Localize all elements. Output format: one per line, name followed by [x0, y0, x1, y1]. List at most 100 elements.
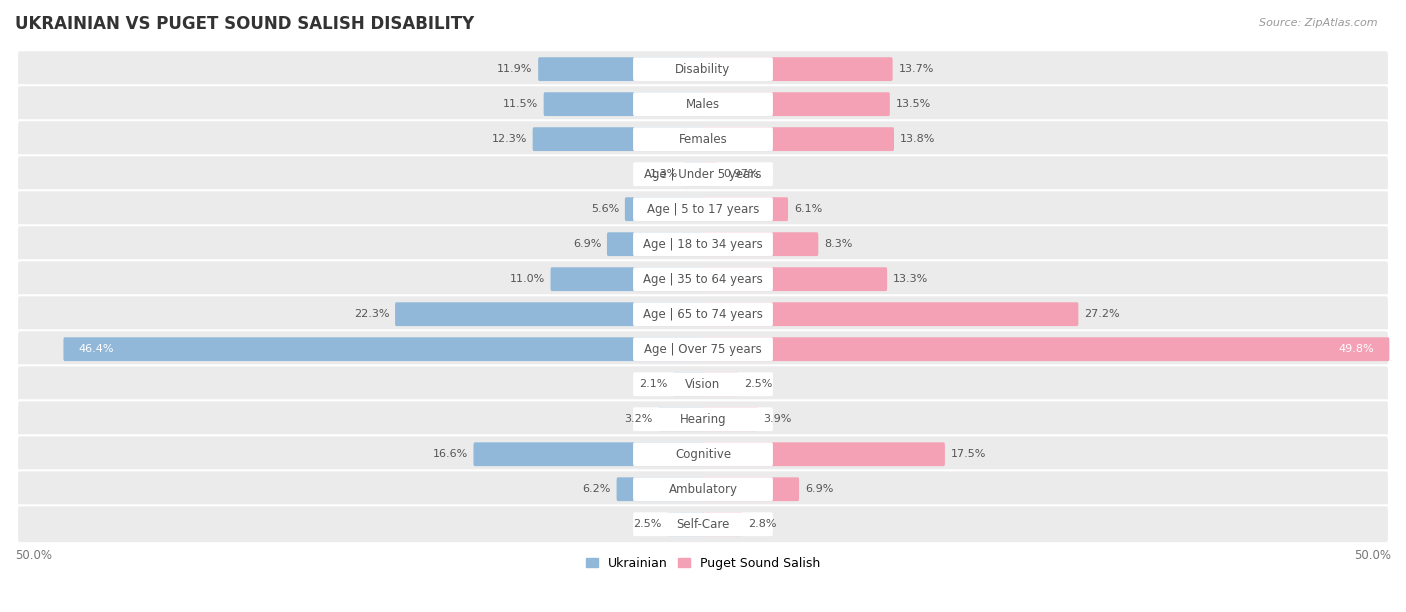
FancyBboxPatch shape: [633, 58, 773, 81]
Text: 0.97%: 0.97%: [723, 169, 759, 179]
Text: 1.3%: 1.3%: [650, 169, 678, 179]
Text: 13.3%: 13.3%: [893, 274, 928, 284]
FancyBboxPatch shape: [702, 233, 818, 256]
Text: 13.7%: 13.7%: [898, 64, 934, 74]
FancyBboxPatch shape: [544, 92, 704, 116]
FancyBboxPatch shape: [702, 337, 1389, 361]
FancyBboxPatch shape: [633, 197, 773, 221]
FancyBboxPatch shape: [702, 302, 1078, 326]
Text: Males: Males: [686, 98, 720, 111]
Text: 49.8%: 49.8%: [1339, 344, 1375, 354]
FancyBboxPatch shape: [668, 512, 704, 536]
FancyBboxPatch shape: [683, 162, 704, 186]
Text: Ambulatory: Ambulatory: [668, 483, 738, 496]
FancyBboxPatch shape: [633, 408, 773, 431]
Text: Cognitive: Cognitive: [675, 448, 731, 461]
FancyBboxPatch shape: [17, 435, 1389, 473]
Text: 2.5%: 2.5%: [633, 519, 662, 529]
FancyBboxPatch shape: [474, 442, 704, 466]
Text: Hearing: Hearing: [679, 412, 727, 426]
FancyBboxPatch shape: [63, 337, 704, 361]
Text: 8.3%: 8.3%: [824, 239, 852, 249]
FancyBboxPatch shape: [633, 127, 773, 151]
Legend: Ukrainian, Puget Sound Salish: Ukrainian, Puget Sound Salish: [581, 551, 825, 575]
FancyBboxPatch shape: [633, 512, 773, 536]
FancyBboxPatch shape: [633, 162, 773, 186]
FancyBboxPatch shape: [17, 471, 1389, 508]
FancyBboxPatch shape: [17, 506, 1389, 543]
FancyBboxPatch shape: [702, 372, 738, 396]
FancyBboxPatch shape: [17, 50, 1389, 88]
Text: Age | 35 to 64 years: Age | 35 to 64 years: [643, 273, 763, 286]
Text: 11.5%: 11.5%: [502, 99, 538, 109]
Text: Age | 65 to 74 years: Age | 65 to 74 years: [643, 308, 763, 321]
Text: 13.5%: 13.5%: [896, 99, 931, 109]
FancyBboxPatch shape: [538, 58, 704, 81]
Text: Age | 18 to 34 years: Age | 18 to 34 years: [643, 237, 763, 251]
Text: 2.5%: 2.5%: [744, 379, 773, 389]
FancyBboxPatch shape: [624, 197, 704, 221]
FancyBboxPatch shape: [17, 225, 1389, 263]
Text: 6.2%: 6.2%: [582, 484, 610, 494]
FancyBboxPatch shape: [658, 408, 704, 431]
FancyBboxPatch shape: [633, 337, 773, 361]
FancyBboxPatch shape: [633, 233, 773, 256]
Text: 11.0%: 11.0%: [509, 274, 544, 284]
FancyBboxPatch shape: [395, 302, 704, 326]
FancyBboxPatch shape: [17, 330, 1389, 368]
Text: Vision: Vision: [685, 378, 721, 390]
FancyBboxPatch shape: [702, 197, 787, 221]
Text: 6.9%: 6.9%: [572, 239, 602, 249]
FancyBboxPatch shape: [633, 477, 773, 501]
FancyBboxPatch shape: [702, 477, 799, 501]
Text: 6.9%: 6.9%: [804, 484, 834, 494]
FancyBboxPatch shape: [633, 302, 773, 326]
Text: Source: ZipAtlas.com: Source: ZipAtlas.com: [1260, 18, 1378, 28]
FancyBboxPatch shape: [673, 372, 704, 396]
FancyBboxPatch shape: [702, 58, 893, 81]
Text: 12.3%: 12.3%: [492, 134, 527, 144]
Text: 46.4%: 46.4%: [79, 344, 114, 354]
FancyBboxPatch shape: [702, 267, 887, 291]
FancyBboxPatch shape: [17, 296, 1389, 333]
Text: Disability: Disability: [675, 62, 731, 76]
FancyBboxPatch shape: [702, 162, 717, 186]
FancyBboxPatch shape: [17, 190, 1389, 228]
Text: Age | Under 5 years: Age | Under 5 years: [644, 168, 762, 181]
Text: 50.0%: 50.0%: [15, 550, 52, 562]
Text: 6.1%: 6.1%: [794, 204, 823, 214]
FancyBboxPatch shape: [702, 442, 945, 466]
FancyBboxPatch shape: [17, 120, 1389, 158]
FancyBboxPatch shape: [633, 92, 773, 116]
Text: 3.9%: 3.9%: [763, 414, 792, 424]
FancyBboxPatch shape: [607, 233, 704, 256]
FancyBboxPatch shape: [633, 442, 773, 466]
FancyBboxPatch shape: [702, 92, 890, 116]
Text: Age | Over 75 years: Age | Over 75 years: [644, 343, 762, 356]
FancyBboxPatch shape: [17, 85, 1389, 123]
Text: 13.8%: 13.8%: [900, 134, 935, 144]
FancyBboxPatch shape: [551, 267, 704, 291]
Text: 27.2%: 27.2%: [1084, 309, 1119, 319]
FancyBboxPatch shape: [702, 127, 894, 151]
FancyBboxPatch shape: [633, 267, 773, 291]
Text: 2.8%: 2.8%: [748, 519, 778, 529]
Text: 17.5%: 17.5%: [950, 449, 986, 459]
FancyBboxPatch shape: [702, 408, 758, 431]
Text: 3.2%: 3.2%: [624, 414, 652, 424]
FancyBboxPatch shape: [17, 260, 1389, 298]
Text: Females: Females: [679, 133, 727, 146]
FancyBboxPatch shape: [17, 365, 1389, 403]
Text: 50.0%: 50.0%: [1354, 550, 1391, 562]
Text: 2.1%: 2.1%: [638, 379, 668, 389]
Text: Self-Care: Self-Care: [676, 518, 730, 531]
Text: UKRAINIAN VS PUGET SOUND SALISH DISABILITY: UKRAINIAN VS PUGET SOUND SALISH DISABILI…: [15, 15, 474, 33]
Text: 5.6%: 5.6%: [591, 204, 619, 214]
FancyBboxPatch shape: [533, 127, 704, 151]
Text: 22.3%: 22.3%: [354, 309, 389, 319]
Text: 16.6%: 16.6%: [433, 449, 468, 459]
FancyBboxPatch shape: [617, 477, 704, 501]
FancyBboxPatch shape: [702, 512, 742, 536]
FancyBboxPatch shape: [17, 155, 1389, 193]
FancyBboxPatch shape: [633, 372, 773, 396]
